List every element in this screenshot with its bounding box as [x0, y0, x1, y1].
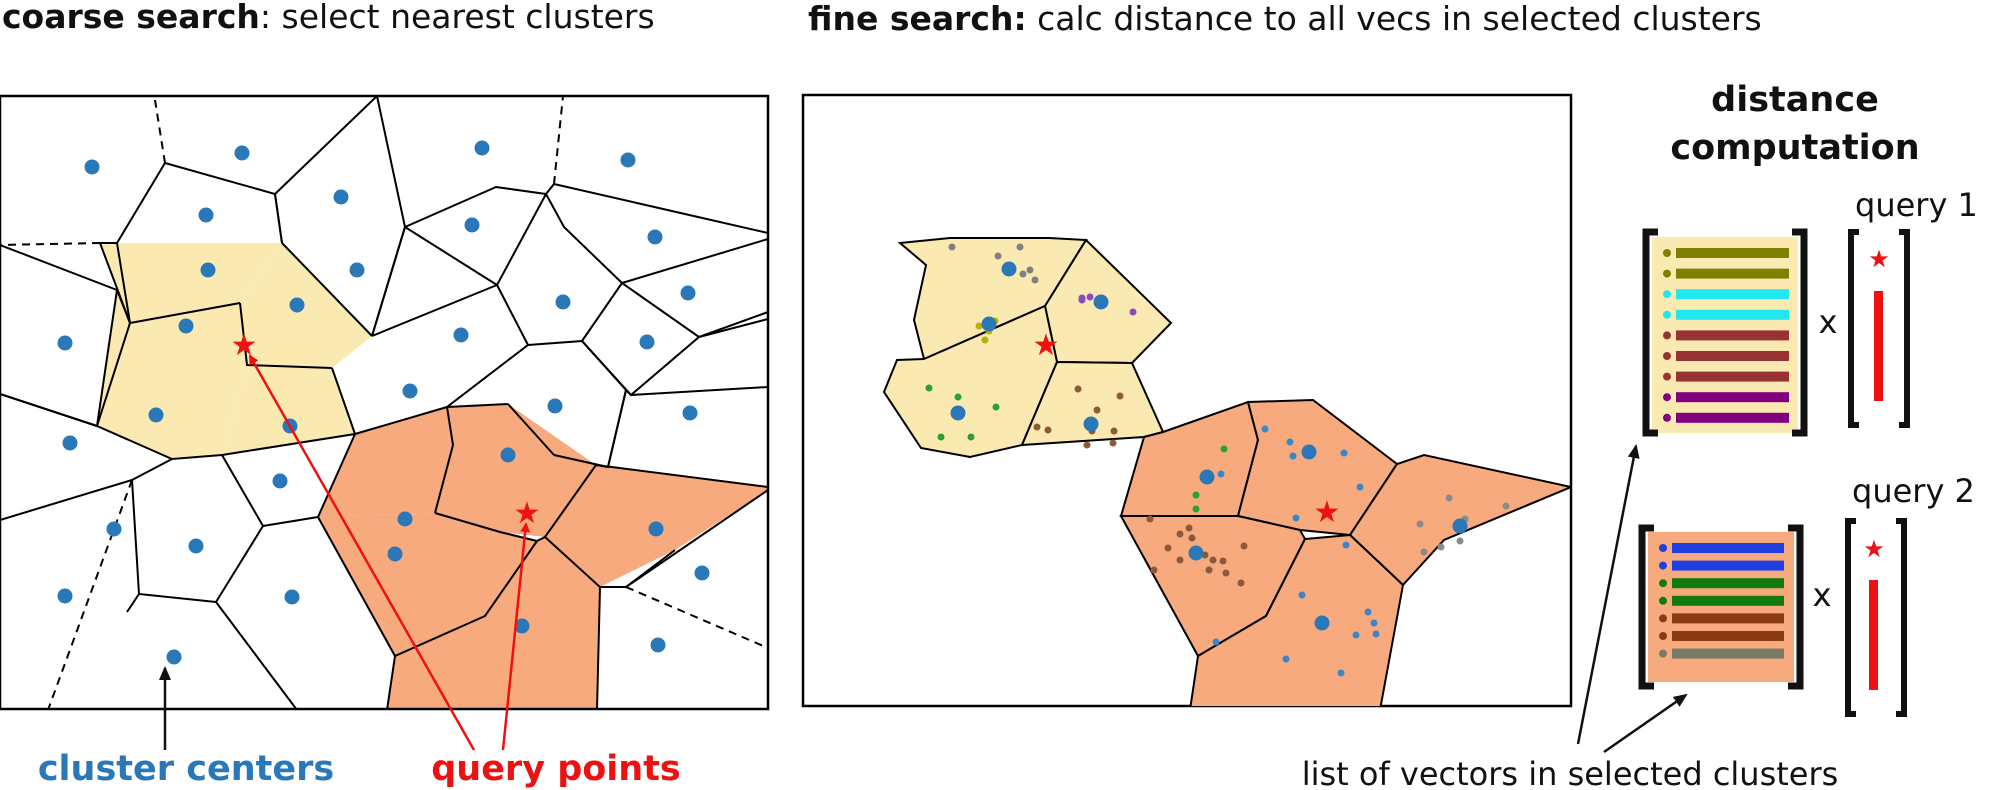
matrix1-row-dot	[1663, 413, 1671, 422]
matrix2-row-dot	[1659, 632, 1667, 640]
distance-title-line2: computation	[1670, 128, 1919, 168]
list-arrow-1	[1576, 444, 1640, 745]
voronoi-edges	[0, 96, 768, 709]
query2-vector: ★	[1845, 518, 1907, 717]
list-arrow-2	[1603, 693, 1688, 754]
matrix1-row-bar	[1676, 412, 1789, 423]
matrix2-row-dot	[1659, 614, 1667, 623]
query2-vector-bar	[1869, 580, 1878, 690]
matrix1-row-dot	[1663, 352, 1671, 360]
query1-vector-bar	[1874, 291, 1883, 401]
coarse-search-panel: ★ ★	[0, 94, 770, 711]
matrix2-row-dot	[1659, 561, 1667, 570]
matrix2-row-dot	[1659, 649, 1667, 658]
fine-orange-cells	[1119, 398, 1571, 706]
list-of-vectors-label: list of vectors in selected clusters	[1302, 755, 1839, 790]
matrix2-row-bar	[1672, 560, 1784, 571]
matrix1-left-bracket	[1642, 228, 1658, 437]
matrix2-row-dot	[1659, 596, 1667, 605]
matrix2-row-bar	[1672, 595, 1784, 606]
query2-label: query 2	[1852, 472, 1975, 510]
distance-computation-panel: distance computation x ★ query 1 x	[1302, 80, 1978, 790]
matrix1-row-bar	[1676, 309, 1789, 320]
fine-panel-frame	[801, 93, 1573, 708]
fine-query1-star: ★	[1033, 328, 1060, 363]
matrix1-rows	[1663, 248, 1789, 423]
matrix2-row-dot	[1659, 579, 1667, 588]
matrix1-row-dot	[1663, 310, 1671, 319]
matrix2-row-bar	[1672, 578, 1784, 589]
matrix2-row-bar	[1672, 631, 1784, 641]
query2-left-bracket	[1845, 518, 1856, 717]
fine-cluster-centers	[950, 261, 1468, 631]
matrix2-row-bar	[1672, 613, 1784, 624]
query2-vector-star: ★	[1863, 535, 1885, 563]
cluster-centers-label: cluster centers	[38, 749, 334, 789]
matrix2-right-bracket	[1788, 524, 1804, 690]
matrix2-left-bracket	[1638, 524, 1654, 690]
matrix1-row-dot	[1663, 331, 1671, 340]
selected-clusters-query2	[318, 404, 768, 709]
fine-search-title: fine search: calc distance to all vecs i…	[808, 0, 1762, 38]
matrix-query1	[1642, 228, 1808, 437]
matrix1-row-dot	[1663, 372, 1671, 381]
query1-left-bracket	[1848, 229, 1859, 428]
query2-arrow	[501, 522, 531, 751]
matrix1-row-dot	[1663, 393, 1671, 402]
query1-right-bracket	[1899, 229, 1910, 428]
matrix1-row-bar	[1676, 248, 1789, 258]
matrix1-row-bar	[1676, 268, 1789, 279]
query1-arrow	[248, 354, 476, 751]
query1-vector: ★	[1848, 229, 1910, 428]
matrix1-row-bar	[1676, 371, 1789, 382]
cluster-centers	[57, 140, 710, 665]
query1-vector-star: ★	[1868, 245, 1890, 273]
matrix1-row-dot	[1663, 249, 1671, 257]
matrix2-background	[1648, 532, 1794, 682]
distance-title-line1: distance	[1711, 80, 1879, 120]
matrix2-row-bar	[1672, 543, 1784, 553]
matrix1-row-bar	[1676, 289, 1789, 300]
fine-query2-star: ★	[1314, 495, 1341, 530]
multiply-sign-2: x	[1813, 576, 1832, 614]
matrix2-row-bar	[1672, 648, 1784, 659]
multiply-sign-1: x	[1819, 303, 1838, 341]
coarse-panel-frame	[0, 94, 770, 711]
matrix1-row-dot	[1663, 269, 1671, 278]
matrix2-row-dot	[1659, 544, 1667, 552]
fine-search-panel: ★ ★	[801, 93, 1573, 708]
matrix2-rows	[1659, 543, 1784, 659]
voronoi-edges-dashed	[0, 96, 768, 709]
fine-vectors	[925, 243, 1510, 677]
matrix1-row-bar	[1676, 330, 1789, 341]
query-point-1-star: ★	[231, 328, 258, 363]
query-points-label: query points	[431, 749, 681, 789]
matrix-query2	[1638, 524, 1804, 690]
query2-right-bracket	[1896, 518, 1907, 717]
matrix1-row-dot	[1663, 290, 1671, 299]
coarse-search-title: coarse search: select nearest clusters	[2, 0, 655, 36]
matrix1-right-bracket	[1792, 228, 1808, 437]
selected-clusters-query1	[97, 243, 372, 459]
query1-label: query 1	[1855, 186, 1978, 224]
matrix1-row-bar	[1676, 351, 1789, 361]
matrix1-row-bar	[1676, 392, 1789, 403]
